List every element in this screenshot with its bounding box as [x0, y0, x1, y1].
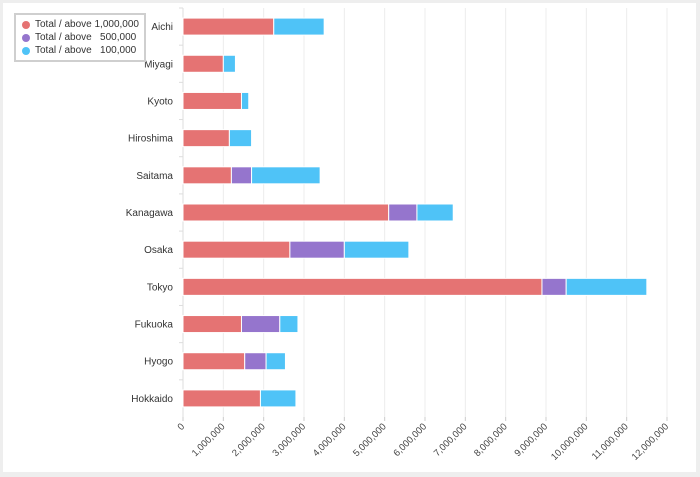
bar-segment[interactable] [182, 17, 275, 36]
legend-item-1[interactable]: Total / above 1,000,000 [22, 18, 140, 31]
x-tick-label: 6,000,000 [391, 421, 429, 459]
chart-frame: 0 1,000,000 2,000,000 3,000,000 4,000,000 5,0… [3, 3, 696, 472]
bar-chart: 0 1,000,000 2,000,000 3,000,000 4,000,000 5,0… [126, 7, 671, 463]
x-tick-label: 11,000,000 [590, 421, 631, 462]
x-tick-label: 5,000,000 [351, 421, 389, 459]
legend-item-3[interactable]: Total / above 100,000 [22, 44, 140, 57]
bar-segment[interactable] [228, 129, 253, 148]
bar-segment[interactable] [182, 315, 242, 334]
legend-label-2: Total / above 500,000 [35, 32, 137, 43]
bar-segment[interactable] [289, 240, 345, 259]
category-label: Fukuoka [135, 320, 174, 331]
bar-segment[interactable] [230, 166, 253, 185]
x-tick-label: 12,000,000 [630, 421, 671, 462]
x-tick-label: 4,000,000 [311, 421, 349, 459]
category-label: Saitama [136, 171, 173, 182]
bar-segment[interactable] [244, 352, 267, 371]
bar-segment[interactable] [240, 91, 250, 110]
bar-segment[interactable] [251, 166, 321, 185]
category-label: Hiroshima [128, 134, 173, 145]
legend-label-1: Total / above 1,000,000 [35, 19, 139, 30]
bar-segment[interactable] [182, 389, 261, 408]
bar-segment[interactable] [222, 54, 236, 73]
bar-segment[interactable] [182, 203, 390, 222]
bar-segment[interactable] [388, 203, 418, 222]
legend-item-2[interactable]: Total / above 500,000 [22, 31, 140, 44]
bar-segment[interactable] [182, 54, 224, 73]
category-label: Kanagawa [126, 208, 174, 219]
bar-segment[interactable] [343, 240, 410, 259]
x-tick-label: 2,000,000 [230, 421, 268, 459]
category-label: Miyagi [144, 59, 173, 70]
category-label: Tokyo [147, 282, 174, 293]
x-tick-label: 8,000,000 [472, 421, 510, 459]
x-tick-label: 0 [176, 421, 188, 433]
bar-segment[interactable] [273, 17, 325, 36]
bar-segment[interactable] [182, 240, 291, 259]
category-label: Osaka [144, 245, 173, 256]
x-tick-label: 9,000,000 [512, 421, 550, 459]
x-tick-label: 1,000,000 [190, 421, 228, 459]
category-label: Hyogo [144, 357, 173, 368]
bar-segment[interactable] [182, 129, 230, 148]
legend-swatch-2 [22, 33, 30, 42]
legend-swatch-3 [22, 46, 30, 55]
bar-segment[interactable] [259, 389, 297, 408]
bar-segment[interactable] [265, 352, 286, 371]
legend-swatch-1 [22, 20, 30, 29]
x-tick-label: 3,000,000 [270, 421, 308, 459]
legend: Total / above 1,000,000 Total / above 50… [14, 13, 146, 62]
bar-segment[interactable] [279, 315, 299, 334]
bar-segment[interactable] [182, 91, 242, 110]
category-label: Kyoto [147, 96, 173, 107]
x-tick-label: 7,000,000 [432, 421, 470, 459]
bar-segment[interactable] [182, 352, 246, 371]
category-label: Hokkaido [131, 394, 173, 405]
x-tick-label: 10,000,000 [549, 421, 590, 462]
bar-segment[interactable] [565, 277, 648, 296]
bar-segment[interactable] [182, 166, 232, 185]
category-label: Aichi [151, 22, 173, 33]
bar-segment[interactable] [416, 203, 454, 222]
legend-label-3: Total / above 100,000 [35, 45, 137, 56]
bar-segment[interactable] [240, 315, 281, 334]
bar-segment[interactable] [182, 277, 543, 296]
bar-segment[interactable] [541, 277, 567, 296]
